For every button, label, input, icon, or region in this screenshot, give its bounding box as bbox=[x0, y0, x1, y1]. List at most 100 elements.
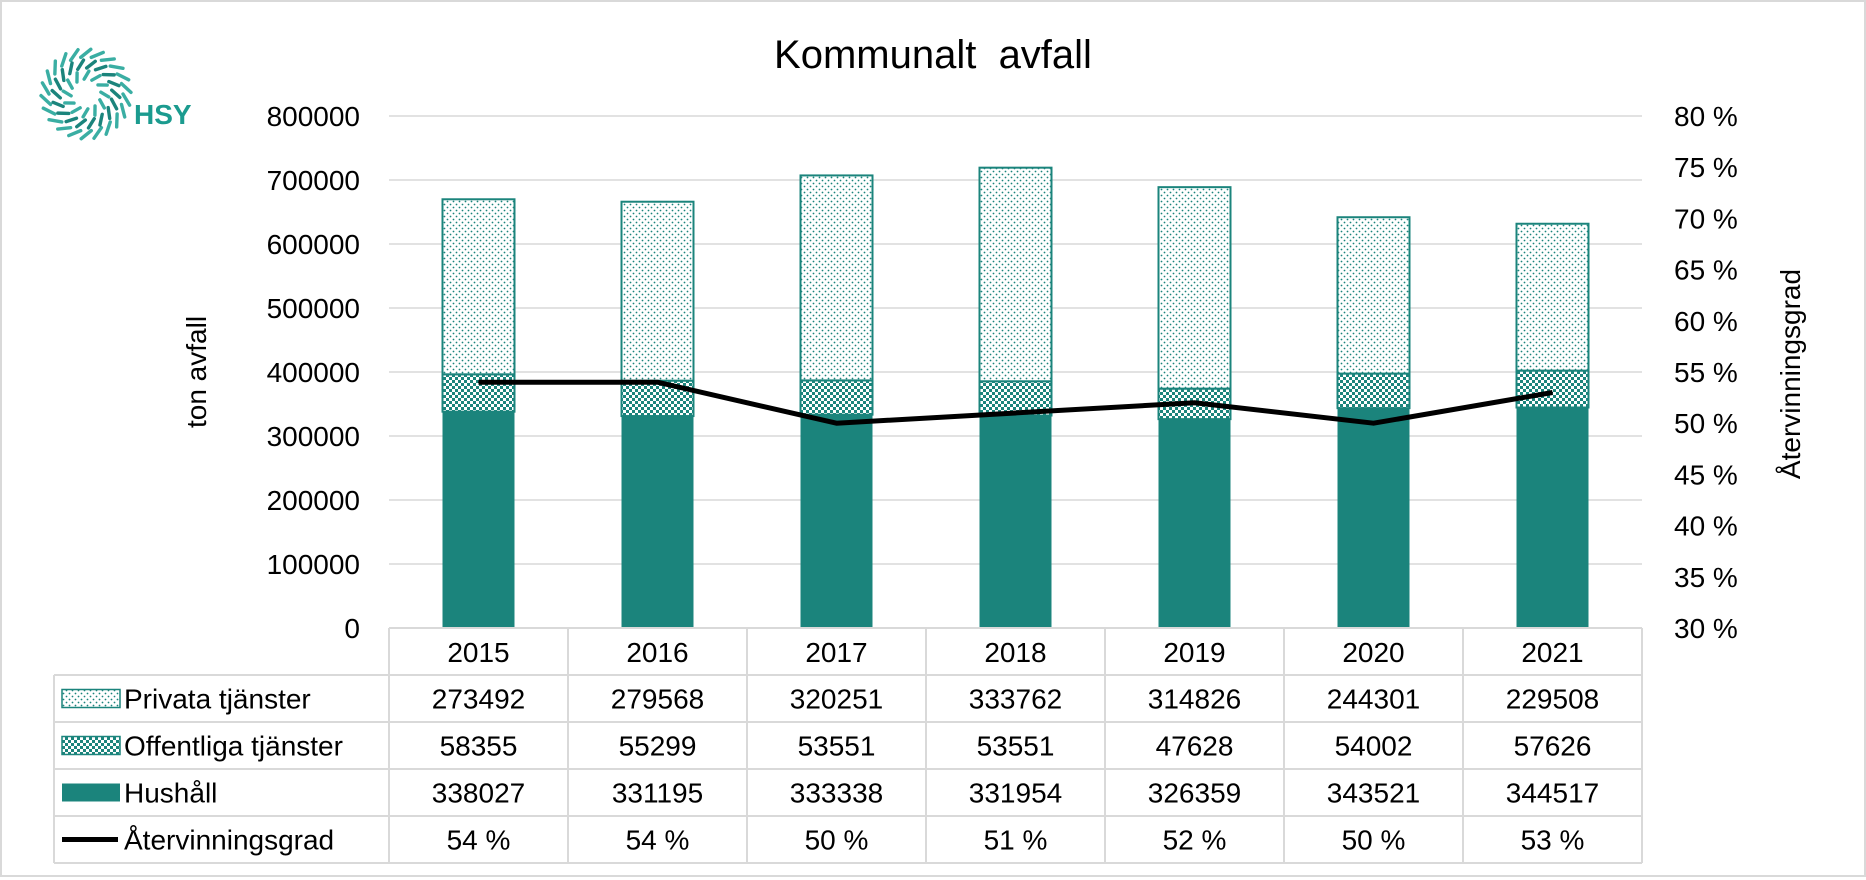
bar-privata-tj-nster-2018 bbox=[980, 168, 1052, 382]
logo-dash bbox=[91, 52, 103, 57]
data-label: 333762 bbox=[969, 684, 1062, 715]
data-label: 53551 bbox=[798, 731, 876, 762]
x-tick-label: 2016 bbox=[626, 637, 688, 668]
bar-privata-tj-nster-2017 bbox=[801, 175, 873, 380]
logo-dash bbox=[87, 61, 96, 68]
logo-dash bbox=[58, 128, 71, 129]
y2-tick-label: 75 % bbox=[1674, 152, 1738, 183]
logo-dash bbox=[69, 131, 81, 136]
bar-hush-ll-2016 bbox=[622, 416, 694, 628]
logo-dash bbox=[68, 80, 72, 88]
logo-dash bbox=[108, 108, 110, 119]
y-tick-label: 400000 bbox=[267, 357, 360, 388]
hsy-logo-text: HSY bbox=[134, 99, 192, 130]
y-tick-label: 700000 bbox=[267, 165, 360, 196]
data-label: 50 % bbox=[805, 825, 869, 856]
logo-dash bbox=[101, 92, 109, 97]
bar-offentliga-tj-nster-2017 bbox=[801, 380, 873, 414]
logo-dash bbox=[117, 74, 129, 80]
legend-key-swatch bbox=[62, 737, 120, 755]
logo-dash bbox=[83, 109, 88, 117]
line-point-2020 bbox=[1373, 423, 1374, 424]
logo-dash bbox=[81, 131, 91, 139]
data-label: 58355 bbox=[440, 731, 518, 762]
logo-dash bbox=[94, 128, 101, 139]
data-label: 52 % bbox=[1163, 825, 1227, 856]
data-label: 333338 bbox=[790, 778, 883, 809]
data-label: 244301 bbox=[1327, 684, 1420, 715]
logo-dash bbox=[71, 50, 78, 61]
bar-offentliga-tj-nster-2020 bbox=[1338, 374, 1410, 409]
y2-tick-label: 60 % bbox=[1674, 306, 1738, 337]
x-tick-label: 2018 bbox=[984, 637, 1046, 668]
logo-dash bbox=[72, 108, 80, 112]
legend-key-swatch bbox=[62, 690, 120, 708]
logo-dash bbox=[109, 82, 119, 86]
y2-tick-label: 55 % bbox=[1674, 357, 1738, 388]
logo-dash bbox=[41, 96, 50, 105]
bar-hush-ll-2019 bbox=[1159, 419, 1231, 628]
y2-tick-label: 45 % bbox=[1674, 459, 1738, 490]
logo-dash bbox=[96, 66, 106, 69]
logo-dash bbox=[100, 100, 104, 108]
logo-dash bbox=[62, 54, 66, 66]
logo-dash bbox=[111, 99, 116, 109]
line-point-2017 bbox=[836, 423, 837, 424]
y-axis-ticks: 0100000200000300000400000500000600000700… bbox=[267, 101, 360, 644]
y2-tick-label: 70 % bbox=[1674, 203, 1738, 234]
logo-dash bbox=[101, 59, 114, 60]
data-label: 55299 bbox=[619, 731, 697, 762]
y2-axis-ticks: 30 %35 %40 %45 %50 %55 %60 %65 %70 %75 %… bbox=[1674, 101, 1738, 644]
y-tick-label: 100000 bbox=[267, 549, 360, 580]
y-tick-label: 600000 bbox=[267, 229, 360, 260]
logo-dash bbox=[84, 71, 89, 79]
logo-dash bbox=[123, 94, 130, 105]
y-tick-label: 300000 bbox=[267, 421, 360, 452]
logo-dash bbox=[62, 70, 64, 81]
bar-hush-ll-2017 bbox=[801, 415, 873, 628]
data-label: 331195 bbox=[612, 778, 703, 809]
legend-entry: Privata tjänster bbox=[124, 684, 311, 715]
y2-tick-label: 50 % bbox=[1674, 408, 1738, 439]
bar-hush-ll-2020 bbox=[1338, 408, 1410, 628]
logo-dash bbox=[52, 91, 60, 98]
x-tick-label: 2015 bbox=[447, 637, 509, 668]
x-tick-label: 2017 bbox=[805, 637, 867, 668]
data-label: 47628 bbox=[1156, 731, 1234, 762]
logo-dash bbox=[112, 90, 120, 97]
bar-privata-tj-nster-2021 bbox=[1517, 224, 1589, 371]
y2-tick-label: 30 % bbox=[1674, 613, 1738, 644]
logo-dash bbox=[100, 114, 102, 125]
x-tick-label: 2021 bbox=[1521, 637, 1583, 668]
data-label: 53551 bbox=[977, 731, 1055, 762]
y-tick-label: 500000 bbox=[267, 293, 360, 324]
logo-dash bbox=[43, 108, 55, 114]
data-label: 331954 bbox=[969, 778, 1062, 809]
logo-dash bbox=[63, 91, 71, 96]
logo-dash bbox=[122, 104, 125, 117]
y-tick-label: 800000 bbox=[267, 101, 360, 132]
logo-dash bbox=[66, 118, 76, 121]
logo-dash bbox=[78, 60, 84, 69]
bar-privata-tj-nster-2016 bbox=[622, 202, 694, 381]
data-label: 338027 bbox=[432, 778, 525, 809]
y2-tick-label: 65 % bbox=[1674, 255, 1738, 286]
data-label: 229508 bbox=[1506, 684, 1599, 715]
logo-dash bbox=[89, 119, 95, 128]
line-point-2019 bbox=[1194, 402, 1195, 403]
bar-privata-tj-nster-2020 bbox=[1338, 217, 1410, 373]
logo-dash bbox=[47, 71, 50, 84]
bars bbox=[443, 168, 1589, 628]
data-label: 51 % bbox=[984, 825, 1048, 856]
bar-hush-ll-2015 bbox=[443, 412, 515, 628]
logo-dash bbox=[81, 49, 91, 57]
logo-dash bbox=[122, 84, 131, 93]
y-axis-label: ton avfall bbox=[181, 316, 212, 428]
data-label: 344517 bbox=[1506, 778, 1599, 809]
